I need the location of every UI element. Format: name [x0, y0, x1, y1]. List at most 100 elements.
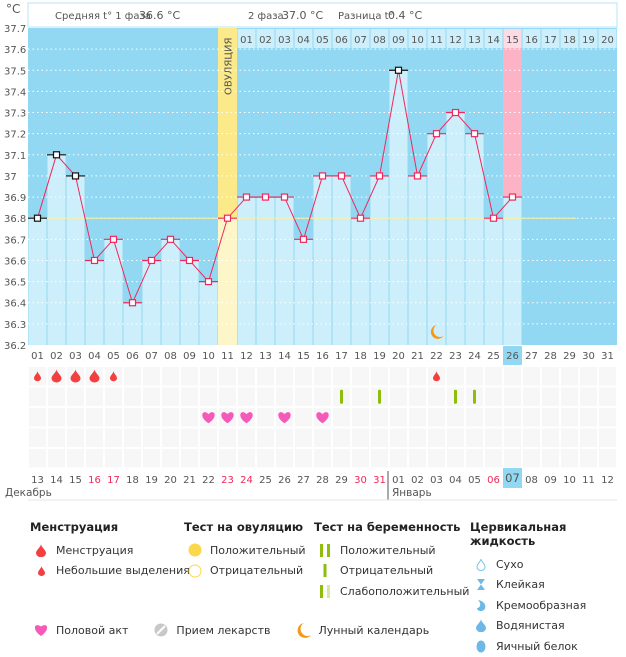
temperature-point	[356, 214, 365, 222]
legend-item: Отрицательный	[314, 561, 469, 582]
temperature-bar	[484, 218, 503, 345]
legend-item: Половой акт	[30, 620, 128, 641]
legend-pregnancy-test: Тест на беременность Положительный Отриц…	[314, 520, 469, 602]
temperature-bar	[161, 239, 180, 345]
event-cell	[561, 449, 578, 468]
event-cell	[561, 387, 578, 406]
y-tick-label: 37	[4, 172, 17, 183]
calendar-date-label: 28	[316, 475, 329, 486]
event-cell	[580, 367, 597, 386]
legend-title: Тест на овуляцию	[184, 520, 304, 534]
calendar-date-label: 20	[164, 475, 177, 486]
event-cell	[143, 408, 160, 427]
cycle-day-x-label: 08	[164, 351, 177, 362]
pill-icon	[150, 623, 172, 637]
event-cell	[409, 428, 426, 447]
event-cell	[67, 449, 84, 468]
calendar-date-label: 07	[505, 471, 520, 485]
event-cell	[390, 428, 407, 447]
cycle-day-cell	[465, 29, 484, 48]
event-cell	[124, 449, 141, 468]
event-cell	[48, 408, 65, 427]
event-cell	[599, 387, 616, 406]
cycle-day-x-label: 20	[392, 351, 405, 362]
calendar-date-label: 26	[278, 475, 291, 486]
spotting-drop-icon	[110, 370, 117, 382]
event-cell	[447, 449, 464, 468]
event-cell	[314, 428, 331, 447]
calendar-date-label: 27	[297, 475, 310, 486]
event-cell	[599, 428, 616, 447]
event-cell	[352, 449, 369, 468]
event-cell	[352, 408, 369, 427]
cycle-day-label: 05	[316, 35, 329, 46]
event-cell	[257, 367, 274, 386]
event-cell	[29, 428, 46, 447]
legend-cervical: Цервикальная жидкость Сухо Клейкая Кремо…	[470, 520, 626, 657]
y-tick-label: 36.8	[4, 214, 26, 225]
cycle-day-cell	[370, 29, 389, 48]
event-cell	[143, 367, 160, 386]
pregnancy-test-negative-icon	[473, 389, 476, 404]
cycle-day-cell	[332, 29, 351, 48]
menstruation-drop-icon	[51, 369, 62, 383]
cycle-day-cell	[484, 29, 503, 48]
spotting-drop-icon	[34, 370, 41, 382]
y-tick-label: 37.4	[4, 87, 26, 98]
y-tick-label: 36.6	[4, 256, 26, 267]
phase2-highlight	[503, 48, 522, 198]
cycle-day-cell	[598, 29, 617, 48]
heart-icon	[278, 412, 291, 424]
event-cell	[466, 449, 483, 468]
event-cell	[485, 428, 502, 447]
event-cell	[333, 367, 350, 386]
event-cell	[219, 367, 236, 386]
cycle-day-label: 15	[506, 35, 519, 46]
legend-label: Яичный белок	[496, 639, 578, 653]
event-cell	[599, 408, 616, 427]
event-cell	[333, 428, 350, 447]
ovulation-label: ОВУЛЯЦИЯ	[224, 38, 235, 96]
month-january: Январь	[392, 487, 432, 499]
temperature-bar	[503, 197, 522, 345]
cycle-day-x-label: 31	[601, 351, 614, 362]
cycle-day-x-label: 14	[278, 351, 291, 362]
temperature-point	[128, 299, 137, 307]
event-cell	[580, 428, 597, 447]
calendar-date-label: 06	[487, 475, 500, 486]
event-cell	[485, 408, 502, 427]
pregnancy-test-negative-icon	[454, 389, 457, 404]
event-cell	[504, 387, 521, 406]
event-cell	[333, 449, 350, 468]
cycle-day-cell	[503, 29, 522, 48]
temperature-point	[90, 256, 99, 265]
cycle-day-label: 04	[297, 35, 310, 46]
cycle-day-label: 19	[582, 35, 595, 46]
bbt-chart: °C Средняя t° 1 фаза 36.6 °C 2 фаза 37.0…	[4, 2, 618, 501]
temperature-point	[318, 172, 327, 180]
event-cell	[371, 408, 388, 427]
calendar-date-label: 22	[202, 475, 215, 486]
event-cell	[447, 408, 464, 427]
y-tick-label: 37.5	[4, 66, 26, 77]
legend-label: Половой акт	[56, 623, 129, 637]
event-cell	[181, 408, 198, 427]
temperature-point	[204, 278, 213, 286]
legend-label: Прием лекарств	[176, 623, 271, 637]
event-cell	[276, 449, 293, 468]
legend-menstruation: Менструация Менструация Небольшие выделе…	[30, 520, 190, 581]
egg-white-icon	[470, 640, 492, 653]
calendar-date-label: 01	[392, 475, 405, 486]
cycle-day-label: 20	[601, 35, 614, 46]
temperature-point	[185, 256, 194, 265]
phase2-value: 37.0 °C	[282, 9, 323, 22]
temperature-bar	[237, 197, 256, 345]
event-cell	[162, 408, 179, 427]
y-tick-label: 37.6	[4, 45, 26, 56]
cycle-day-cell	[294, 29, 313, 48]
event-cell	[504, 408, 521, 427]
event-cell	[542, 428, 559, 447]
cycle-day-label: 17	[544, 35, 557, 46]
cycle-day-label: 18	[563, 35, 576, 46]
event-cell	[295, 367, 312, 386]
